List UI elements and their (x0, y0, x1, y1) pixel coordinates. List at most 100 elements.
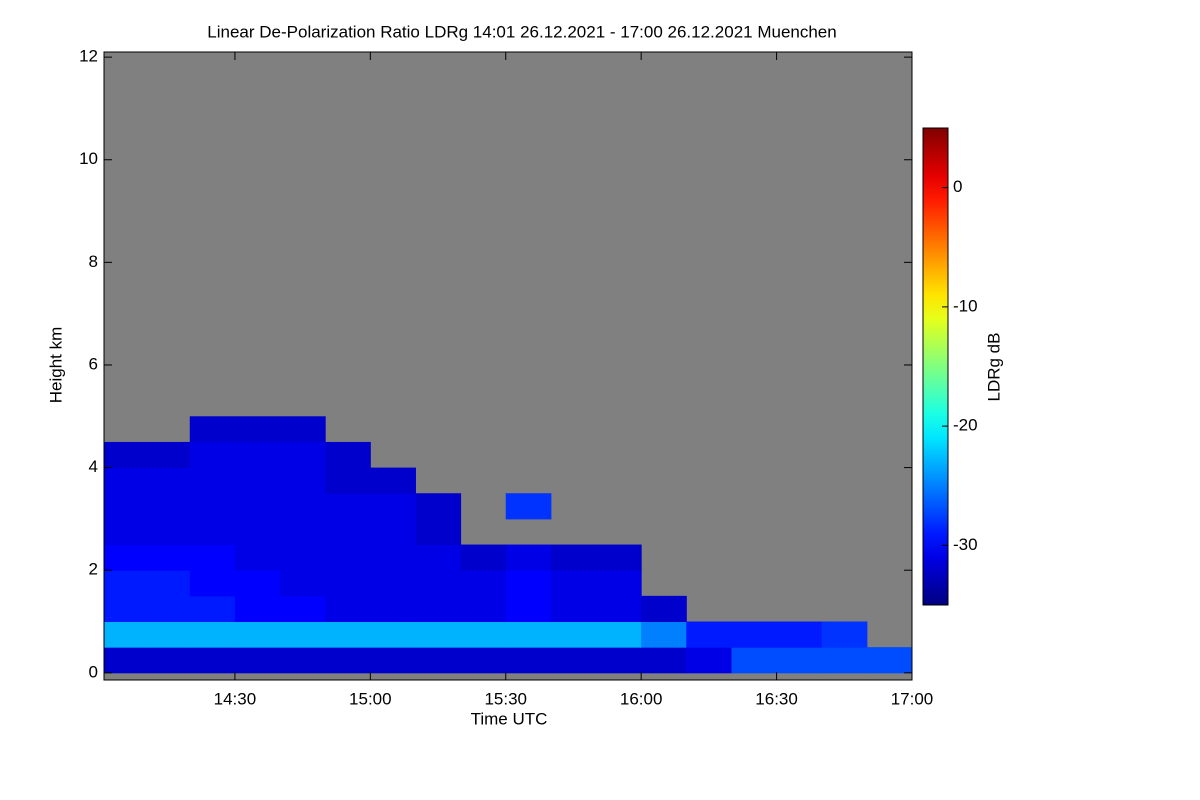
heatmap-cell (104, 518, 146, 546)
heatmap-cell (641, 621, 687, 648)
colorbar-tick-label: -30 (953, 535, 978, 554)
heatmap-cell (104, 621, 146, 648)
colorbar-tick-label: -20 (953, 416, 978, 435)
heatmap-cell (505, 621, 552, 648)
x-tick-label: 17:00 (891, 689, 934, 708)
colorbar (922, 127, 949, 606)
heatmap-cell (505, 570, 552, 597)
heatmap-cell (104, 493, 146, 520)
heatmap-cell (776, 647, 823, 674)
y-tick-label: 8 (89, 252, 98, 271)
heatmap-cell (144, 467, 191, 494)
heatmap-cell (550, 595, 597, 623)
heatmap-cell (731, 647, 778, 674)
heatmap-cell (370, 493, 416, 520)
heatmap-cell (234, 621, 281, 648)
heatmap-cell (280, 595, 326, 623)
heatmap-cell (596, 621, 642, 648)
heatmap-cell (189, 518, 236, 546)
heatmap-cell (460, 621, 507, 648)
heatmap-cell (144, 595, 191, 623)
heatmap-cell (280, 621, 326, 648)
y-axis-label: Height km (46, 327, 65, 404)
heatmap-cell (370, 647, 416, 674)
heatmap-cell (280, 416, 326, 443)
heatmap-cell (325, 467, 371, 494)
heatmap-cell (280, 570, 326, 597)
heatmap-cell (776, 621, 823, 648)
heatmap-cell (641, 595, 687, 623)
heatmap-cell (415, 621, 462, 648)
heatmap-cell (280, 493, 326, 520)
heatmap-cell (280, 647, 326, 674)
heatmap-cell (234, 467, 281, 494)
heatmap-cell (370, 467, 416, 494)
heatmap-cell (234, 518, 281, 546)
heatmap-cell (325, 441, 371, 469)
heatmap-cell (505, 544, 552, 571)
heatmap-cell (104, 467, 146, 494)
heatmap-cell (731, 621, 778, 648)
heatmap-cell (460, 544, 507, 571)
heatmap-cell (189, 595, 236, 623)
heatmap-cell (234, 570, 281, 597)
y-tick-label: 6 (89, 354, 98, 373)
heatmap-cell (280, 467, 326, 494)
heatmap-cell (325, 493, 371, 520)
heatmap-cell (189, 647, 236, 674)
heatmap-cell (189, 544, 236, 571)
heatmap-cell (460, 595, 507, 623)
heatmap-cell (550, 647, 597, 674)
heatmap-cell (144, 493, 191, 520)
chart-title: Linear De-Polarization Ratio LDRg 14:01 … (207, 22, 836, 41)
heatmap-cell (415, 570, 462, 597)
heatmap-cell (686, 621, 732, 648)
heatmap-cell (596, 544, 642, 571)
y-tick-label: 10 (79, 149, 98, 168)
heatmap-cell (415, 544, 462, 571)
heatmap-cell (189, 570, 236, 597)
heatmap-cell (370, 570, 416, 597)
heatmap-cell (505, 493, 552, 520)
heatmap-cell (234, 595, 281, 623)
x-axis-label: Time UTC (471, 709, 548, 728)
heatmap-cell (104, 544, 146, 571)
heatmap-cell (370, 518, 416, 546)
heatmap-cell (104, 595, 146, 623)
heatmap-cell (144, 570, 191, 597)
heatmap-cell (234, 416, 281, 443)
heatmap-cell (189, 467, 236, 494)
heatmap-cell (550, 621, 597, 648)
heatmap-cell (144, 647, 191, 674)
heatmap-cell (234, 441, 281, 469)
heatmap-cell (596, 595, 642, 623)
y-tick-label: 4 (89, 457, 98, 476)
x-tick-label: 16:30 (755, 689, 798, 708)
heatmap-cell (596, 570, 642, 597)
heatmap-cell (460, 647, 507, 674)
heatmap-cell (189, 441, 236, 469)
heatmap (104, 416, 912, 674)
heatmap-cell (234, 493, 281, 520)
heatmap-cell (505, 647, 552, 674)
heatmap-cell (280, 544, 326, 571)
heatmap-cell (144, 518, 191, 546)
heatmap-cell (189, 493, 236, 520)
y-tick-label: 12 (79, 47, 98, 66)
heatmap-cell (325, 570, 371, 597)
heatmap-cell (189, 416, 236, 443)
heatmap-cell (550, 544, 597, 571)
heatmap-cell (641, 647, 687, 674)
heatmap-cell (415, 518, 462, 546)
heatmap-cell (415, 647, 462, 674)
heatmap-cell (104, 570, 146, 597)
heatmap-cell (686, 647, 732, 674)
heatmap-cell (866, 647, 912, 674)
heatmap-cell (144, 441, 191, 469)
heatmap-cell (821, 621, 868, 648)
heatmap-cell (325, 595, 371, 623)
y-tick-label: 0 (89, 662, 98, 681)
heatmap-cell (370, 621, 416, 648)
heatmap-cell (280, 441, 326, 469)
